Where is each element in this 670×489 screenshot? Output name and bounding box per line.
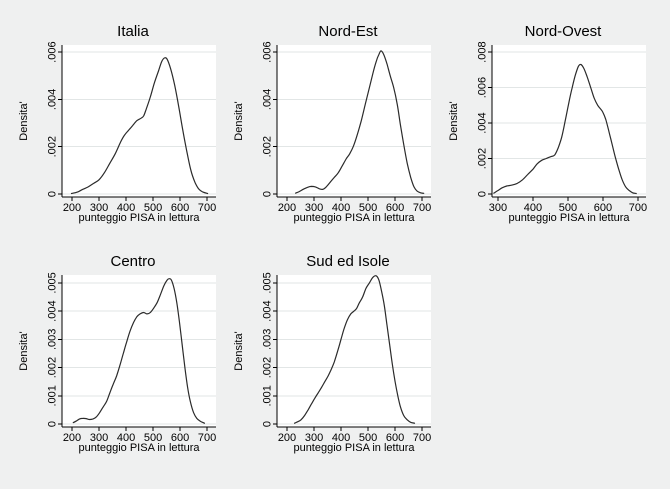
svg-text:.006: .006 <box>47 41 59 62</box>
svg-text:500: 500 <box>359 432 377 444</box>
x-axis-label: punteggio PISA in lettura <box>78 442 200 454</box>
svg-text:200: 200 <box>63 202 81 214</box>
svg-text:.004: .004 <box>47 89 59 110</box>
y-axis-label: Densita' <box>18 331 30 371</box>
y-axis-label: Densita' <box>18 101 30 141</box>
svg-text:.005: .005 <box>262 272 274 293</box>
svg-text:400: 400 <box>117 432 135 444</box>
svg-text:0: 0 <box>47 421 59 427</box>
svg-text:500: 500 <box>144 202 162 214</box>
svg-text:.002: .002 <box>47 357 59 378</box>
svg-text:0: 0 <box>262 191 274 197</box>
svg-text:200: 200 <box>278 432 296 444</box>
svg-text:200: 200 <box>278 202 296 214</box>
density-plot-nord-est: 0 .002 .004 .006 200 300 400 500 600 700 <box>262 41 432 214</box>
svg-text:300: 300 <box>305 432 323 444</box>
panel-title: Italia <box>117 23 149 40</box>
panel-centro: 0.001.002.003.004.005 200 300 400 500 600 700 … <box>10 250 225 458</box>
svg-text:.004: .004 <box>47 300 59 321</box>
density-plot-sud-ed-isole: 0 .001 .002 .003 .004 .005 200 300 400 500 600 700 <box>262 272 432 444</box>
svg-text:400: 400 <box>524 202 542 214</box>
svg-text:.006: .006 <box>477 77 489 98</box>
panel-nord-est: 0 .002 .004 .006 200 300 400 500 600 700 Nord-Est… <box>225 20 440 228</box>
svg-text:.004: .004 <box>262 300 274 321</box>
x-axis-label: punteggio PISA in lettura <box>508 212 630 224</box>
svg-text:.003: .003 <box>262 329 274 350</box>
x-axis-label: punteggio PISA in lettura <box>293 212 415 224</box>
svg-text:.005: .005 <box>47 272 59 293</box>
svg-text:400: 400 <box>117 202 135 214</box>
panel-title: Sud ed Isole <box>306 253 390 270</box>
panel-nord-ovest: 0 .002 .004 .006 .008 300 400 500 600 700 Nord-Ov… <box>440 20 655 228</box>
svg-text:400: 400 <box>332 202 350 214</box>
svg-text:700: 700 <box>198 202 216 214</box>
svg-text:0: 0 <box>47 191 59 197</box>
svg-text:.002: .002 <box>47 136 59 157</box>
svg-text:.004: .004 <box>262 89 274 110</box>
svg-text:500: 500 <box>144 432 162 444</box>
svg-text:600: 600 <box>171 202 189 214</box>
svg-text:600: 600 <box>386 202 404 214</box>
y-axis-label: Densita' <box>233 331 245 371</box>
svg-text:.002: .002 <box>262 136 274 157</box>
svg-text:400: 400 <box>332 432 350 444</box>
svg-text:.001: .001 <box>262 385 274 406</box>
svg-text:300: 300 <box>489 202 507 214</box>
svg-text:700: 700 <box>413 432 431 444</box>
panel-title: Centro <box>110 253 156 270</box>
svg-text:.006: .006 <box>262 41 274 62</box>
density-plot-centro: 0 .001 .002 .003 .004 .005 200 300 400 500 600 700 <box>47 272 217 444</box>
panel-title: Nord-Est <box>318 23 378 40</box>
x-axis-label: punteggio PISA in lettura <box>78 212 200 224</box>
svg-text:200: 200 <box>63 432 81 444</box>
svg-text:.004: .004 <box>477 112 489 133</box>
density-plot-nord-ovest: 0 .002 .004 .006 .008 300 400 500 600 700 <box>477 41 648 214</box>
svg-text:300: 300 <box>305 202 323 214</box>
svg-text:.001: .001 <box>47 385 59 406</box>
svg-text:.008: .008 <box>477 41 489 62</box>
svg-text:600: 600 <box>386 432 404 444</box>
svg-text:.002: .002 <box>477 148 489 169</box>
svg-text:600: 600 <box>594 202 612 214</box>
svg-text:600: 600 <box>171 432 189 444</box>
density-plot-italia: 0 .002 .004 .006 200 300 400 500 600 700 <box>47 41 217 214</box>
svg-text:300: 300 <box>90 432 108 444</box>
svg-text:0: 0 <box>477 191 489 197</box>
panel-sud-ed-isole: 0.001.002.003.004.005 200 300 400 500 600 700 … <box>225 250 440 458</box>
svg-text:300: 300 <box>90 202 108 214</box>
panel-italia: 0 .002 .004 .006 200 300 400 500 600 700 Italia D… <box>10 20 225 228</box>
x-axis-label: punteggio PISA in lettura <box>293 442 415 454</box>
svg-text:700: 700 <box>629 202 647 214</box>
y-axis-label: Densita' <box>448 101 460 141</box>
svg-text:700: 700 <box>198 432 216 444</box>
svg-text:.003: .003 <box>47 329 59 350</box>
svg-text:500: 500 <box>359 202 377 214</box>
panel-title: Nord-Ovest <box>524 23 602 40</box>
svg-text:700: 700 <box>413 202 431 214</box>
svg-text:0: 0 <box>262 421 274 427</box>
y-axis-label: Densita' <box>233 101 245 141</box>
svg-text:.002: .002 <box>262 357 274 378</box>
svg-text:500: 500 <box>559 202 577 214</box>
